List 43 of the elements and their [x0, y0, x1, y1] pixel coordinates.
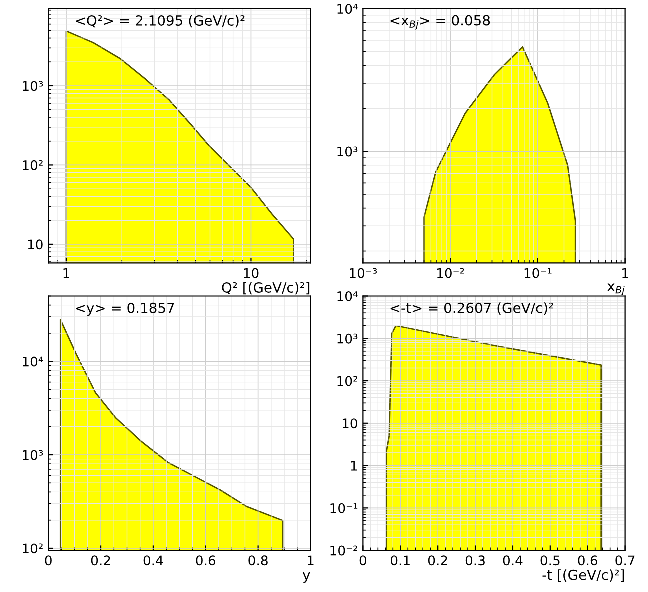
x-tick-label: 0.2 — [428, 556, 448, 566]
y-tick-label: 10² — [23, 544, 43, 554]
y-tick-label: 10⁴ — [338, 291, 358, 302]
y-tick-label: 10 — [28, 240, 43, 250]
y-tick-label: 10⁴ — [23, 356, 44, 367]
x-axis-title: x$_{Bj}$ — [608, 284, 625, 296]
x-tick-label: 10 — [244, 268, 259, 278]
x-axis-title: y — [302, 572, 310, 584]
y-tick-label: 10⁻² — [330, 546, 358, 556]
x-tick-label: 0.3 — [466, 556, 485, 566]
x-tick-label: 0.4 — [144, 556, 164, 566]
y-tick-label: 10² — [23, 160, 43, 170]
y-tick-label: 10³ — [338, 334, 358, 344]
x-tick-label: 0.4 — [503, 556, 523, 566]
y-tick-label: 10³ — [338, 146, 358, 157]
x-tick-label: 0.2 — [91, 556, 110, 566]
y-tick-label: 10³ — [23, 81, 44, 92]
y-tick-label: 1 — [351, 461, 358, 471]
x-tick-label: 0.1 — [391, 556, 410, 566]
y-tick-label: 10 — [342, 418, 358, 429]
x-tick-label: 1 — [64, 268, 70, 278]
annotation: <-t> = 0.2607 (GeV/c)² — [390, 302, 554, 315]
x-tick-label: 0.8 — [248, 556, 268, 566]
x-tick-label: 0 — [360, 556, 366, 566]
y-tick-label: 10² — [338, 376, 358, 386]
annotation: <x$_{Bj}$> = 0.058 — [390, 15, 490, 30]
x-tick-label: 0.5 — [540, 556, 560, 566]
x-tick-label: 10⁻¹ — [524, 268, 552, 278]
x-tick-label: 1 — [622, 268, 628, 278]
x-tick-label: 0.7 — [616, 556, 635, 566]
x-tick-label: 1 — [308, 556, 314, 566]
y-tick-label: 10⁴ — [338, 4, 358, 14]
x-tick-label: 0.6 — [578, 556, 598, 566]
x-tick-label: 0.6 — [196, 556, 216, 566]
annotation: <Q²> = 2.1095 (GeV/c)² — [76, 15, 245, 28]
x-tick-label: 10⁻³ — [350, 268, 378, 278]
x-tick-label: 10⁻² — [437, 268, 464, 278]
y-tick-label: 10⁻¹ — [330, 503, 358, 514]
x-axis-title: -t [(GeV/c)²] — [542, 570, 624, 582]
x-tick-label: 0 — [45, 556, 52, 566]
y-tick-label: 10³ — [23, 450, 44, 460]
x-axis-title: Q² [(GeV/c)²] — [222, 282, 310, 295]
annotation: <y> = 0.1857 — [76, 302, 174, 316]
